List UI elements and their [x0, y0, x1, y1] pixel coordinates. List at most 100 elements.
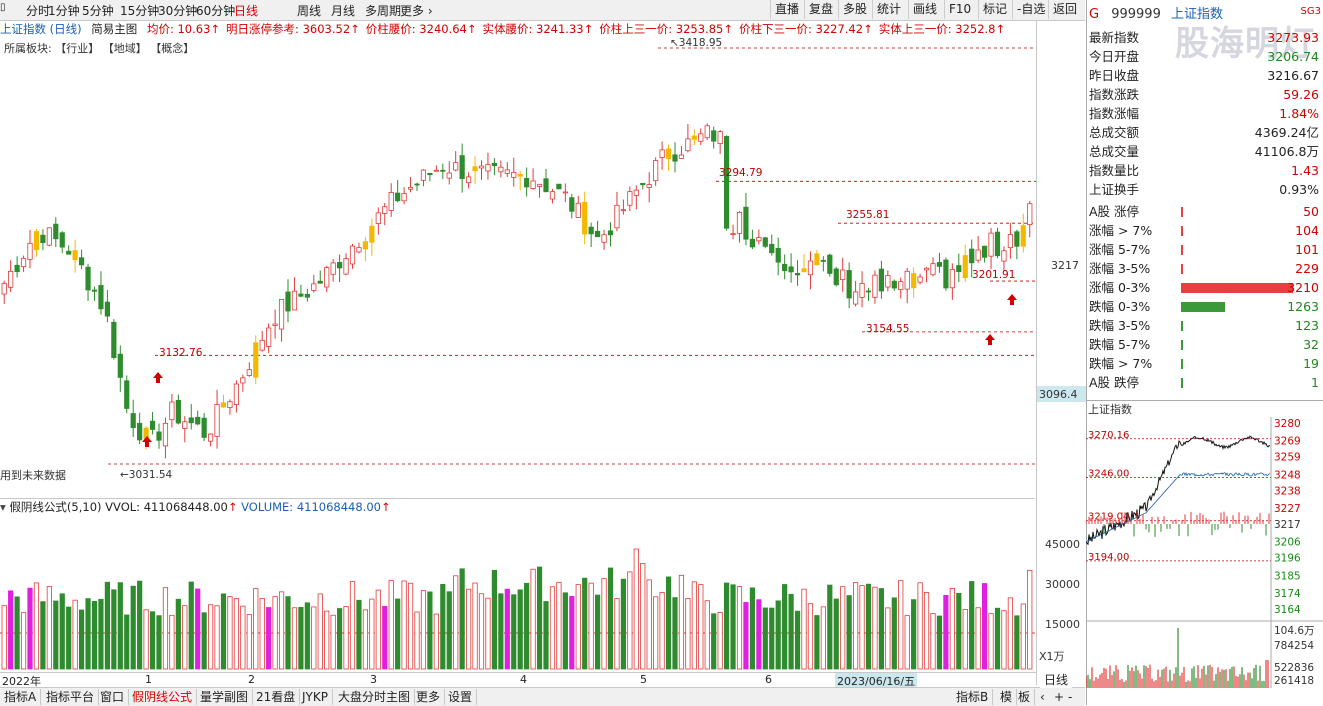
candle	[511, 172, 517, 178]
breadth-label: 跌幅 5-7%	[1089, 337, 1151, 352]
volume-bar	[820, 606, 826, 670]
volume-bar	[607, 567, 614, 670]
menu-icon[interactable]: ▯	[0, 2, 6, 13]
candle	[440, 169, 446, 172]
candle	[930, 263, 936, 276]
index-title: 上证指数	[1171, 7, 1224, 22]
volume-bar	[291, 607, 298, 670]
breadth-bar	[1181, 378, 1183, 388]
tab-0[interactable]: 分时	[26, 4, 51, 18]
tab-4[interactable]: 30分钟	[158, 4, 198, 18]
bottom-tab-9[interactable]: 设置	[444, 689, 478, 705]
bottom-tab-8[interactable]: 更多	[412, 689, 446, 705]
mini-right-label-10: 3174	[1274, 588, 1301, 600]
tab-2[interactable]: 5分钟	[82, 4, 114, 18]
candlestick-chart[interactable]: 所属板块: 【行业】 【地域】 【概念】 ↖3418.95 3294.79 3255.…	[0, 38, 1036, 498]
collapse-icon[interactable]: ▾	[0, 500, 6, 514]
candle	[724, 136, 730, 229]
toolbar-button-1[interactable]: 复盘	[804, 0, 837, 19]
vvol-value: VVOL: 411068448.00	[105, 500, 228, 514]
bottom-tab-5[interactable]: 21看盘	[252, 689, 301, 705]
candle	[246, 369, 252, 376]
tab-7[interactable]: 周线	[297, 4, 322, 18]
bottom-tab-3[interactable]: 假阴线公式	[128, 689, 198, 705]
bottom-tab-4[interactable]: 量学副图	[196, 689, 254, 705]
volume-bar	[220, 593, 227, 670]
toolbar-button-3[interactable]: 统计	[872, 0, 905, 19]
candle	[98, 285, 104, 310]
candle	[401, 193, 407, 202]
volume-bar	[59, 593, 65, 670]
indicator-value-0: 均价: 10.63↑	[146, 22, 221, 36]
volume-bar	[956, 592, 962, 670]
candle	[601, 234, 607, 243]
tab-8[interactable]: 月线	[331, 4, 356, 18]
candle	[665, 148, 672, 160]
quote-value: 3206.74	[1267, 49, 1319, 64]
toolbar-button-6[interactable]: 标记	[978, 0, 1011, 19]
volume-bar	[833, 598, 839, 670]
toolbar-button-5[interactable]: F10	[944, 0, 975, 19]
zoom-out-icon[interactable]: -	[1068, 690, 1073, 704]
volume-bar	[543, 601, 549, 670]
breadth-bar	[1181, 340, 1183, 350]
candle	[478, 165, 485, 169]
zoom-in-icon[interactable]: +	[1054, 690, 1065, 704]
bottom-tab-1[interactable]: 指标平台	[42, 689, 100, 705]
candle	[169, 401, 175, 421]
candle	[994, 231, 1001, 257]
toolbar-button-4[interactable]: 画线	[908, 0, 941, 19]
bottom-tab-0[interactable]: 指标A	[0, 689, 42, 705]
candle	[562, 191, 568, 194]
volume-bar	[201, 612, 207, 670]
volume-bar	[401, 580, 407, 670]
volume-bar	[79, 609, 85, 670]
candle	[517, 174, 523, 177]
bottom-right-tab-0[interactable]: 指标B	[952, 689, 994, 705]
candle	[872, 274, 878, 298]
volume-bar	[562, 592, 568, 670]
volume-bar	[149, 611, 156, 670]
scroll-left-icon[interactable]: ‹	[1040, 690, 1045, 704]
tab-5[interactable]: 60分钟	[196, 4, 236, 18]
candle	[923, 267, 930, 271]
breadth-label: 跌幅 0-3%	[1089, 299, 1151, 314]
candle	[524, 177, 530, 188]
bottom-tab-7[interactable]: 大盘分时主图	[334, 689, 416, 705]
bottom-right-tab-2[interactable]: 板	[1014, 689, 1036, 705]
volume-bar	[782, 584, 788, 670]
tab-3[interactable]: 15分钟	[120, 4, 160, 18]
tab-1[interactable]: 1分钟	[48, 4, 80, 18]
candle	[298, 293, 304, 297]
volume-bar	[943, 595, 949, 670]
candle	[465, 176, 472, 184]
bottom-right-tab-1[interactable]: 模	[996, 689, 1018, 705]
g-badge: G	[1089, 7, 1100, 22]
toolbar-button-8[interactable]: 返回	[1048, 0, 1081, 19]
bottom-tab-2[interactable]: 窗口	[96, 689, 130, 705]
sg-badge: SG3	[1300, 6, 1321, 17]
bottom-tab-6[interactable]: JYKP	[298, 689, 333, 705]
volume-bar	[85, 598, 91, 670]
volume-bar	[936, 615, 943, 670]
toolbar-button-2[interactable]: 多股	[838, 0, 871, 19]
tab-9[interactable]: 多周期	[365, 4, 402, 18]
volume-chart[interactable]	[0, 514, 1036, 672]
volume-bar	[324, 610, 330, 670]
candle	[124, 380, 130, 409]
tab-10[interactable]: 更多 ›	[400, 4, 433, 18]
main-chart-label[interactable]: 简易主图	[91, 22, 138, 36]
candle	[685, 138, 691, 152]
volume-bar	[620, 578, 627, 670]
indicator-value-6: 实体上三一价: 3252.8↑	[878, 22, 1006, 36]
quote-value: 1.84%	[1279, 106, 1319, 121]
toolbar-button-0[interactable]: 直播	[770, 0, 803, 19]
tab-6[interactable]: 日线	[234, 4, 259, 18]
quote-label: 今日开盘	[1089, 49, 1140, 64]
volume-bar	[46, 586, 52, 670]
volume-bar	[182, 605, 188, 670]
mini-right-label-0: 3280	[1274, 418, 1301, 430]
toolbar-button-7[interactable]: -自选	[1012, 0, 1049, 19]
intraday-mini-chart[interactable]: 上证指数 3280 3269 3259 3248 3238 3227 3217 3206 3196…	[1086, 400, 1323, 688]
quote-label: 上证换手	[1089, 182, 1140, 197]
